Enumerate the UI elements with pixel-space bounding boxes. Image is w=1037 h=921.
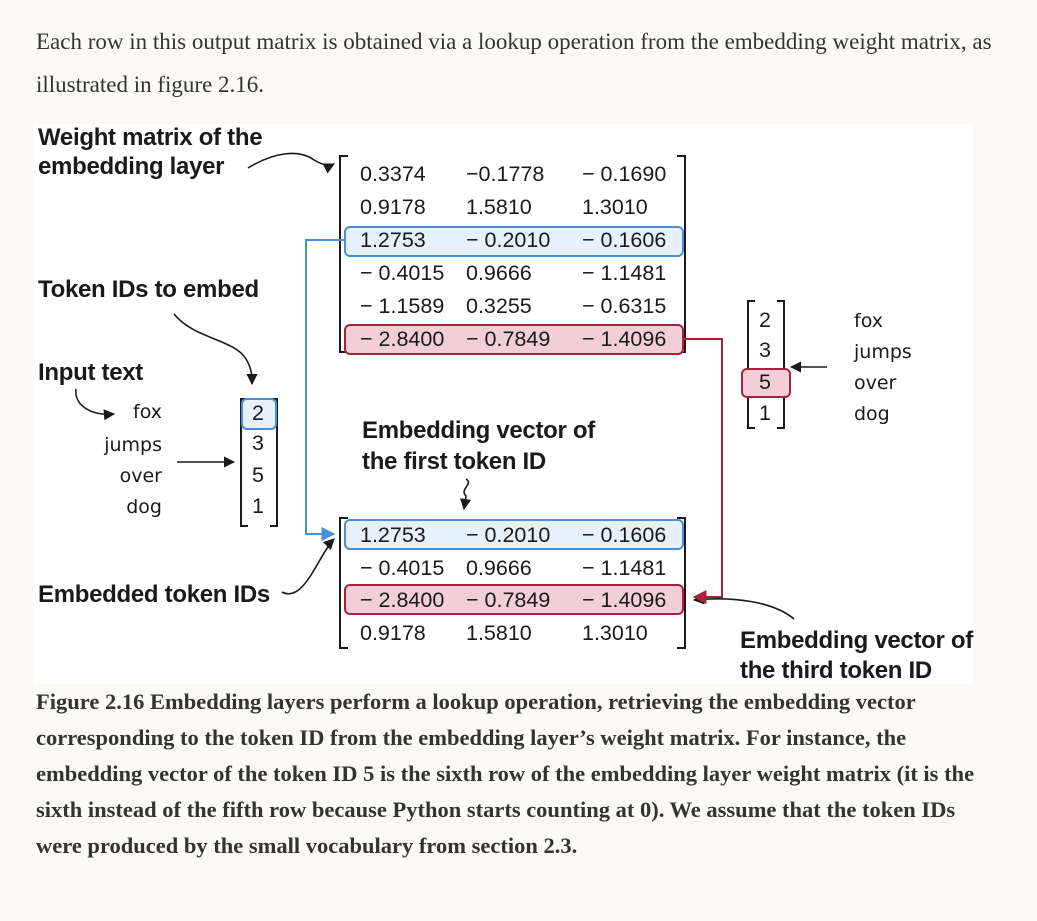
weight-matrix-cell: 0.9666 — [466, 261, 532, 285]
embedded-matrix-cell: 1.3010 — [582, 620, 648, 645]
embedding-third-label-line2: the third token ID — [740, 657, 932, 684]
embedding-first-label-line2: the first token ID — [362, 448, 546, 475]
figure-caption: Figure 2.16 Embedding layers perform a l… — [36, 689, 975, 858]
embedded-row-1-highlight — [344, 519, 684, 550]
input-word: fox — [854, 310, 883, 332]
embedded-token-ids-label: Embedded token IDs — [38, 581, 270, 608]
weight-matrix-cell: − 1.1481 — [582, 261, 667, 285]
embedded-matrix-cell: − 0.7849 — [466, 588, 551, 612]
input-text-label: Input text — [38, 359, 143, 386]
embedded-matrix-right-bracket — [677, 517, 686, 649]
token-id: 3 — [252, 431, 264, 455]
input-word: dog — [126, 496, 162, 518]
embedded-row-3-highlight — [344, 584, 684, 615]
input-word: over — [119, 465, 162, 487]
input-word: dog — [854, 403, 890, 425]
intro-paragraph: Each row in this output matrix is obtain… — [36, 29, 992, 97]
input-word: jumps — [104, 434, 162, 456]
embedded-matrix-left-bracket — [339, 517, 348, 649]
token-id: 1 — [759, 401, 771, 425]
weight-row-3-highlight — [344, 226, 684, 257]
input-word: over — [854, 372, 897, 394]
weight-matrix-cell: 1.5810 — [466, 195, 532, 219]
weight-matrix-cell: − 0.2010 — [466, 228, 551, 252]
weight-matrix-cell: −0.1778 — [466, 162, 545, 186]
third-token-id-highlight — [741, 368, 791, 398]
weight-matrix-cell: − 0.7849 — [466, 327, 551, 351]
embedded-matrix-cell: − 0.2010 — [466, 523, 551, 547]
token-id: 5 — [759, 370, 771, 394]
input-word: fox — [133, 401, 162, 423]
weight-matrix-cell: 0.3374 — [360, 162, 426, 186]
embedded-matrix-cell: − 0.1606 — [582, 523, 667, 547]
embedded-matrix-cell: 0.9666 — [466, 555, 532, 580]
weight-matrix-cell: − 1.1589 — [360, 294, 445, 318]
input-word: jumps — [854, 341, 912, 363]
weight-matrix-label-line2: embedding layer — [38, 153, 225, 180]
embedded-matrix-cell: − 1.4096 — [582, 588, 667, 612]
weight-matrix-cell: − 0.6315 — [582, 294, 667, 318]
token-id: 2 — [252, 401, 264, 425]
weight-matrix-cell: 0.3255 — [466, 294, 532, 318]
token-id: 1 — [252, 494, 264, 518]
weight-matrix-cell: 1.2753 — [360, 228, 426, 252]
right-ids-right-bracket — [777, 300, 785, 429]
embedded-matrix-cell: − 1.1481 — [582, 555, 667, 580]
weight-matrix-cell: − 2.8400 — [360, 327, 445, 351]
weight-matrix-cell: − 1.4096 — [582, 327, 667, 351]
weight-matrix-cell: 0.9178 — [360, 195, 426, 219]
weight-matrix-cell: − 0.4015 — [360, 261, 445, 285]
weight-row-6-highlight — [344, 324, 684, 355]
embedded-matrix-cell: 1.2753 — [360, 523, 426, 547]
weight-matrix-cell: − 0.1690 — [582, 162, 667, 186]
first-token-id-highlight — [241, 398, 277, 430]
embedding-lookup-figure: Weight matrix of the embedding layer Tok… — [34, 124, 973, 684]
right-ids-left-bracket — [747, 300, 755, 429]
weight-matrix-cell: − 0.1606 — [582, 228, 667, 252]
token-ids-label: Token IDs to embed — [38, 276, 259, 303]
weight-matrix-cell: 1.3010 — [582, 195, 648, 219]
embedded-matrix-cell: − 2.8400 — [360, 588, 445, 612]
embedded-matrix-cell: 0.9178 — [360, 620, 426, 645]
embedded-matrix-cell: − 0.4015 — [360, 555, 445, 580]
embedding-third-label-line1: Embedding vector of — [740, 627, 973, 654]
token-id: 3 — [759, 338, 771, 362]
token-id: 5 — [252, 463, 264, 487]
weight-matrix-label-line1: Weight matrix of the — [38, 124, 263, 151]
embedding-first-label-line1: Embedding vector of — [362, 417, 595, 444]
embedded-matrix-cell: 1.5810 — [466, 620, 532, 645]
token-id: 2 — [759, 308, 771, 332]
